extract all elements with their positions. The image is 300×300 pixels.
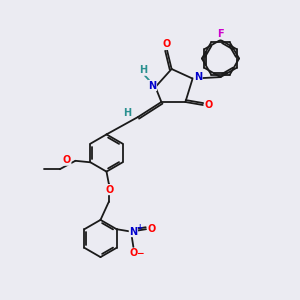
- Text: O: O: [163, 39, 171, 50]
- Text: F: F: [217, 29, 224, 39]
- Text: O: O: [205, 100, 213, 110]
- Text: −: −: [136, 249, 144, 258]
- Text: N: N: [148, 80, 157, 91]
- Text: O: O: [148, 224, 156, 234]
- Text: H: H: [139, 65, 148, 75]
- Text: O: O: [105, 184, 114, 195]
- Text: +: +: [136, 224, 142, 232]
- Text: H: H: [123, 108, 132, 118]
- Text: O: O: [63, 155, 71, 165]
- Text: N: N: [194, 72, 202, 82]
- Text: O: O: [129, 248, 137, 258]
- Text: N: N: [129, 226, 137, 237]
